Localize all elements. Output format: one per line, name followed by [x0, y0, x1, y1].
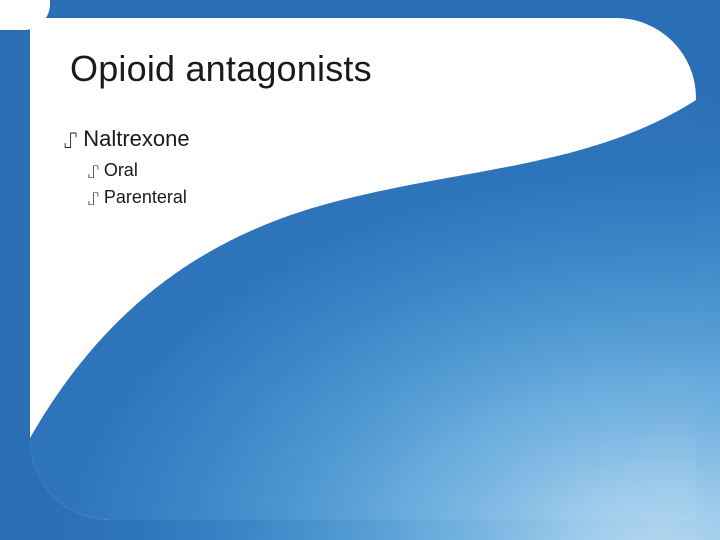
bullet-lvl2-text: Oral	[104, 160, 138, 181]
swoosh-gradient-shape	[30, 18, 696, 520]
bullet-lvl2: ⑀ Parenteral	[88, 187, 190, 208]
bullet-lvl2-text: Parenteral	[104, 187, 187, 208]
bullet-icon: ⑀	[64, 130, 77, 152]
bullet-lvl2: ⑀ Oral	[88, 160, 190, 181]
content-panel: Opioid antagonists ⑀ Naltrexone ⑀ Oral ⑀…	[30, 18, 696, 520]
slide-title: Opioid antagonists	[70, 48, 372, 90]
slide: Opioid antagonists ⑀ Naltrexone ⑀ Oral ⑀…	[0, 0, 720, 540]
bullet-icon: ⑀	[88, 163, 99, 181]
bullet-lvl1: ⑀ Naltrexone	[64, 126, 190, 152]
slide-body: ⑀ Naltrexone ⑀ Oral ⑀ Parenteral	[64, 126, 190, 214]
bullet-lvl1-text: Naltrexone	[83, 126, 189, 152]
bullet-icon: ⑀	[88, 190, 99, 208]
